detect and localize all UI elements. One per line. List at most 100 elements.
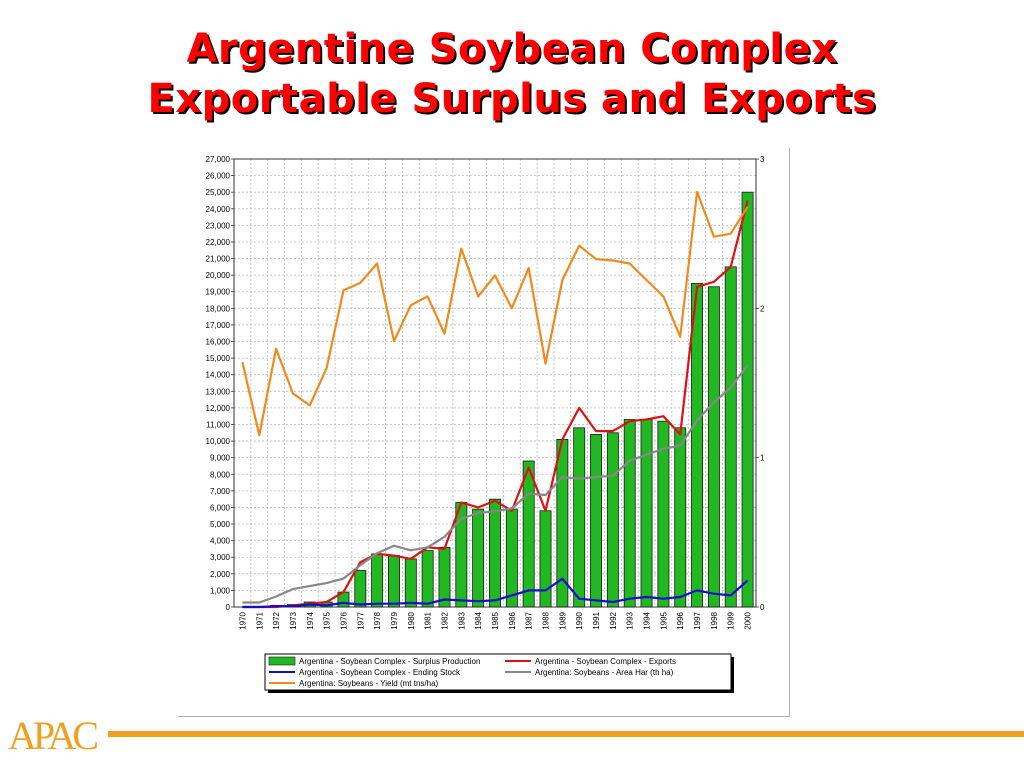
title-line-1: Argentine Soybean Complex [186,26,838,72]
x-tick-label: 1990 [575,611,584,629]
x-tick-label: 1971 [255,611,264,629]
x-tick-label: 1973 [289,611,298,629]
y-left-tick-label: 7,000 [210,487,231,496]
y-right-tick-label: 1 [760,454,765,463]
legend-label: Argentina - Soybean Complex - Exports [535,657,676,666]
x-tick-label: 1989 [558,611,567,629]
x-tick-label: 1982 [440,611,449,629]
bar-surplus-production [691,283,704,608]
x-tick-label: 1978 [373,611,382,629]
x-tick-label: 1994 [643,611,652,629]
legend-label: Argentina - Soybean Complex - Surplus Pr… [299,657,480,666]
y-left-tick-label: 0 [226,603,231,612]
y-right-tick-label: 0 [760,603,765,612]
y-left-tick-label: 6,000 [210,503,231,512]
x-tick-label: 1979 [390,611,399,629]
y-left-tick-label: 23,000 [206,221,231,230]
x-tick-label: 1993 [626,611,635,629]
y-left-tick-label: 18,000 [206,304,231,313]
bar-surplus-production [573,427,586,608]
x-tick-label: 2000 [744,611,753,629]
bar-surplus-production [388,555,400,608]
x-tick-label: 1972 [272,611,281,629]
y-left-tick-label: 25,000 [206,188,231,197]
bar-surplus-production [590,434,602,608]
legend-label: Argentina: Soybeans - Yield (mt tns/ha) [299,679,439,688]
y-left-tick-label: 21,000 [206,255,231,264]
x-tick-label: 1992 [609,611,618,629]
x-tick-label: 1976 [339,611,348,629]
x-tick-label: 1981 [424,611,433,629]
bar-surplus-production [489,498,501,608]
y-left-tick-label: 2,000 [210,570,231,579]
bar-surplus-production [421,550,434,608]
x-tick-label: 1998 [710,611,719,629]
x-tick-label: 1996 [676,611,685,629]
bar-surplus-production [522,460,535,608]
bar-surplus-production [472,508,485,608]
bar-surplus-production [724,266,737,608]
bar-surplus-production [438,546,451,608]
y-left-tick-label: 3,000 [210,553,231,562]
line-exports [242,200,749,609]
y-right-tick-label: 3 [760,155,765,164]
line-ending-stock [242,577,749,609]
y-left-tick-label: 9,000 [210,454,231,463]
x-tick-label: 1985 [491,611,500,629]
bar-surplus-production [371,553,384,608]
bar-surplus-production [539,510,552,608]
line-area-harvested [242,364,749,604]
bar-surplus-production [640,419,653,608]
y-left-tick-label: 16,000 [206,338,231,347]
bar-surplus-production [741,191,754,608]
y-left-tick-label: 14,000 [206,371,231,380]
bar-surplus-production [354,570,367,608]
combo-chart: 0 1,000 2,000 3,000 4,000 5,000 6,000 7,000 8,00… [206,155,765,693]
y-left-tick-label: 12,000 [206,404,231,413]
y-right-tick-label: 2 [760,304,765,313]
bar-surplus-production [707,286,720,608]
bar-surplus-production [623,419,636,608]
x-tick-label: 1983 [457,611,466,629]
apac-logo: APAC [8,713,99,758]
x-tick-label: 1974 [306,611,315,629]
x-tick-label: 1988 [542,611,551,629]
y-left-tick-label: 26,000 [206,172,231,181]
y-left-tick-label: 24,000 [206,205,231,214]
x-tick-label: 1977 [356,611,365,629]
y-left-tick-label: 4,000 [210,537,231,546]
x-tick-label: 1995 [659,611,668,629]
y-left-tick-label: 10,000 [206,437,231,446]
bar-surplus-production [657,420,670,608]
y-left-tick-label: 19,000 [206,288,231,297]
y-left-tick-label: 15,000 [206,354,231,363]
legend-label: Argentina - Soybean Complex - Ending Sto… [299,668,461,677]
bar-surplus-production [404,558,417,608]
legend-label: Argentina: Soybeans - Area Har (th ha) [535,668,674,677]
x-tick-label: 1984 [474,611,483,629]
y-left-tick-label: 11,000 [206,420,230,429]
y-left-tick-label: 17,000 [206,321,231,330]
y-left-tick-label: 1,000 [210,586,231,595]
y-left-tick-label: 20,000 [206,271,231,280]
logo-underline [108,731,1024,737]
bar-surplus-production [606,432,619,608]
chart-panel: 0 1,000 2,000 3,000 4,000 5,000 6,000 7,000 8,00… [178,148,790,717]
x-tick-label: 1986 [508,611,517,629]
legend-box [264,653,732,691]
y-left-tick-label: 22,000 [206,238,231,247]
x-tick-label: 1991 [592,611,601,629]
line-yield [241,190,749,437]
x-tick-label: 1987 [525,611,534,629]
y-left-tick-label: 27,000 [206,155,231,164]
x-tick-label: 1997 [693,611,702,629]
legend-swatch-bar [268,656,296,666]
y-left-tick-label: 8,000 [210,470,231,479]
bar-surplus-production [505,508,518,608]
x-tick-label: 1980 [407,611,416,629]
y-left-tick-label: 13,000 [206,387,231,396]
x-tick-label: 1970 [238,611,247,629]
slide-title: Argentine Soybean Complex Exportable Sur… [0,24,1024,124]
bar-surplus-production [674,427,687,608]
title-line-2: Exportable Surplus and Exports [147,76,877,122]
